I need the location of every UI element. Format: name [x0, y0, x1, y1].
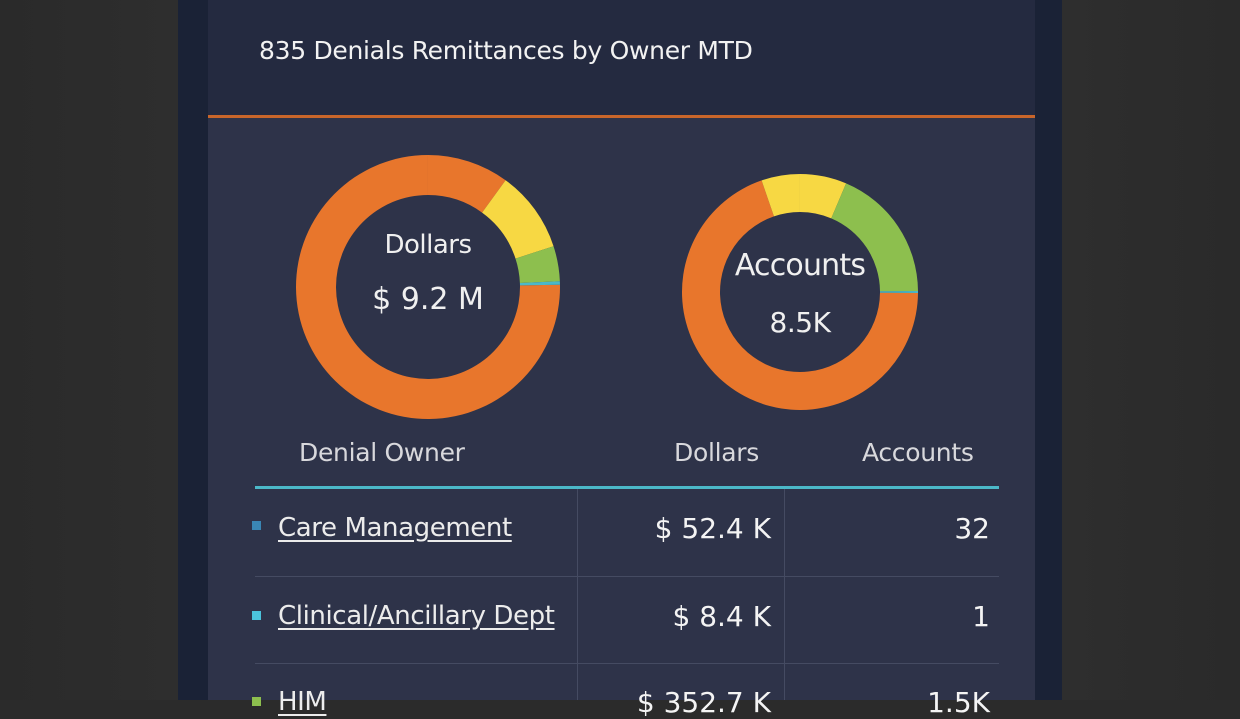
accounts-cell: 1	[972, 600, 990, 633]
legend-square-icon	[252, 521, 261, 530]
dollars-cell: $ 352.7 K	[636, 686, 771, 719]
background-left	[0, 0, 178, 700]
panel-title: 835 Denials Remittances by Owner MTD	[259, 36, 753, 65]
legend-square-icon	[252, 611, 261, 620]
dollars-cell: $ 52.4 K	[654, 512, 771, 545]
dollars-donut-svg	[296, 155, 560, 419]
column-divider	[577, 489, 578, 700]
owner-link[interactable]: Clinical/Ancillary Dept	[278, 601, 555, 631]
column-header-denial-owner: Denial Owner	[299, 438, 465, 467]
dollars-donut-chart[interactable]: Dollars $ 9.2 M	[295, 154, 561, 420]
dollars-donut-label: Dollars	[384, 230, 472, 260]
accounts-cell: 32	[954, 512, 990, 545]
dollars-donut-value: $ 9.2 M	[372, 282, 484, 317]
dollars-cell: $ 8.4 K	[672, 600, 771, 633]
panel-header: 835 Denials Remittances by Owner MTD	[208, 0, 1035, 118]
accounts-donut-label: Accounts	[734, 248, 866, 283]
row-divider	[255, 576, 999, 577]
accounts-donut-chart[interactable]: Accounts 8.5K	[682, 174, 918, 410]
column-divider	[784, 489, 785, 700]
denials-panel: 835 Denials Remittances by Owner MTD Dol…	[208, 0, 1035, 719]
table-header-divider	[255, 486, 999, 489]
accounts-donut-svg	[682, 174, 918, 410]
column-header-dollars: Dollars	[674, 438, 759, 467]
accounts-donut-value: 8.5K	[769, 306, 831, 339]
accounts-cell: 1.5K	[927, 686, 990, 719]
column-header-accounts: Accounts	[862, 438, 974, 467]
owner-link[interactable]: HIM	[278, 687, 327, 717]
background-right	[1062, 0, 1240, 700]
row-divider	[255, 663, 999, 664]
owner-link[interactable]: Care Management	[278, 513, 512, 543]
legend-square-icon	[252, 697, 261, 706]
